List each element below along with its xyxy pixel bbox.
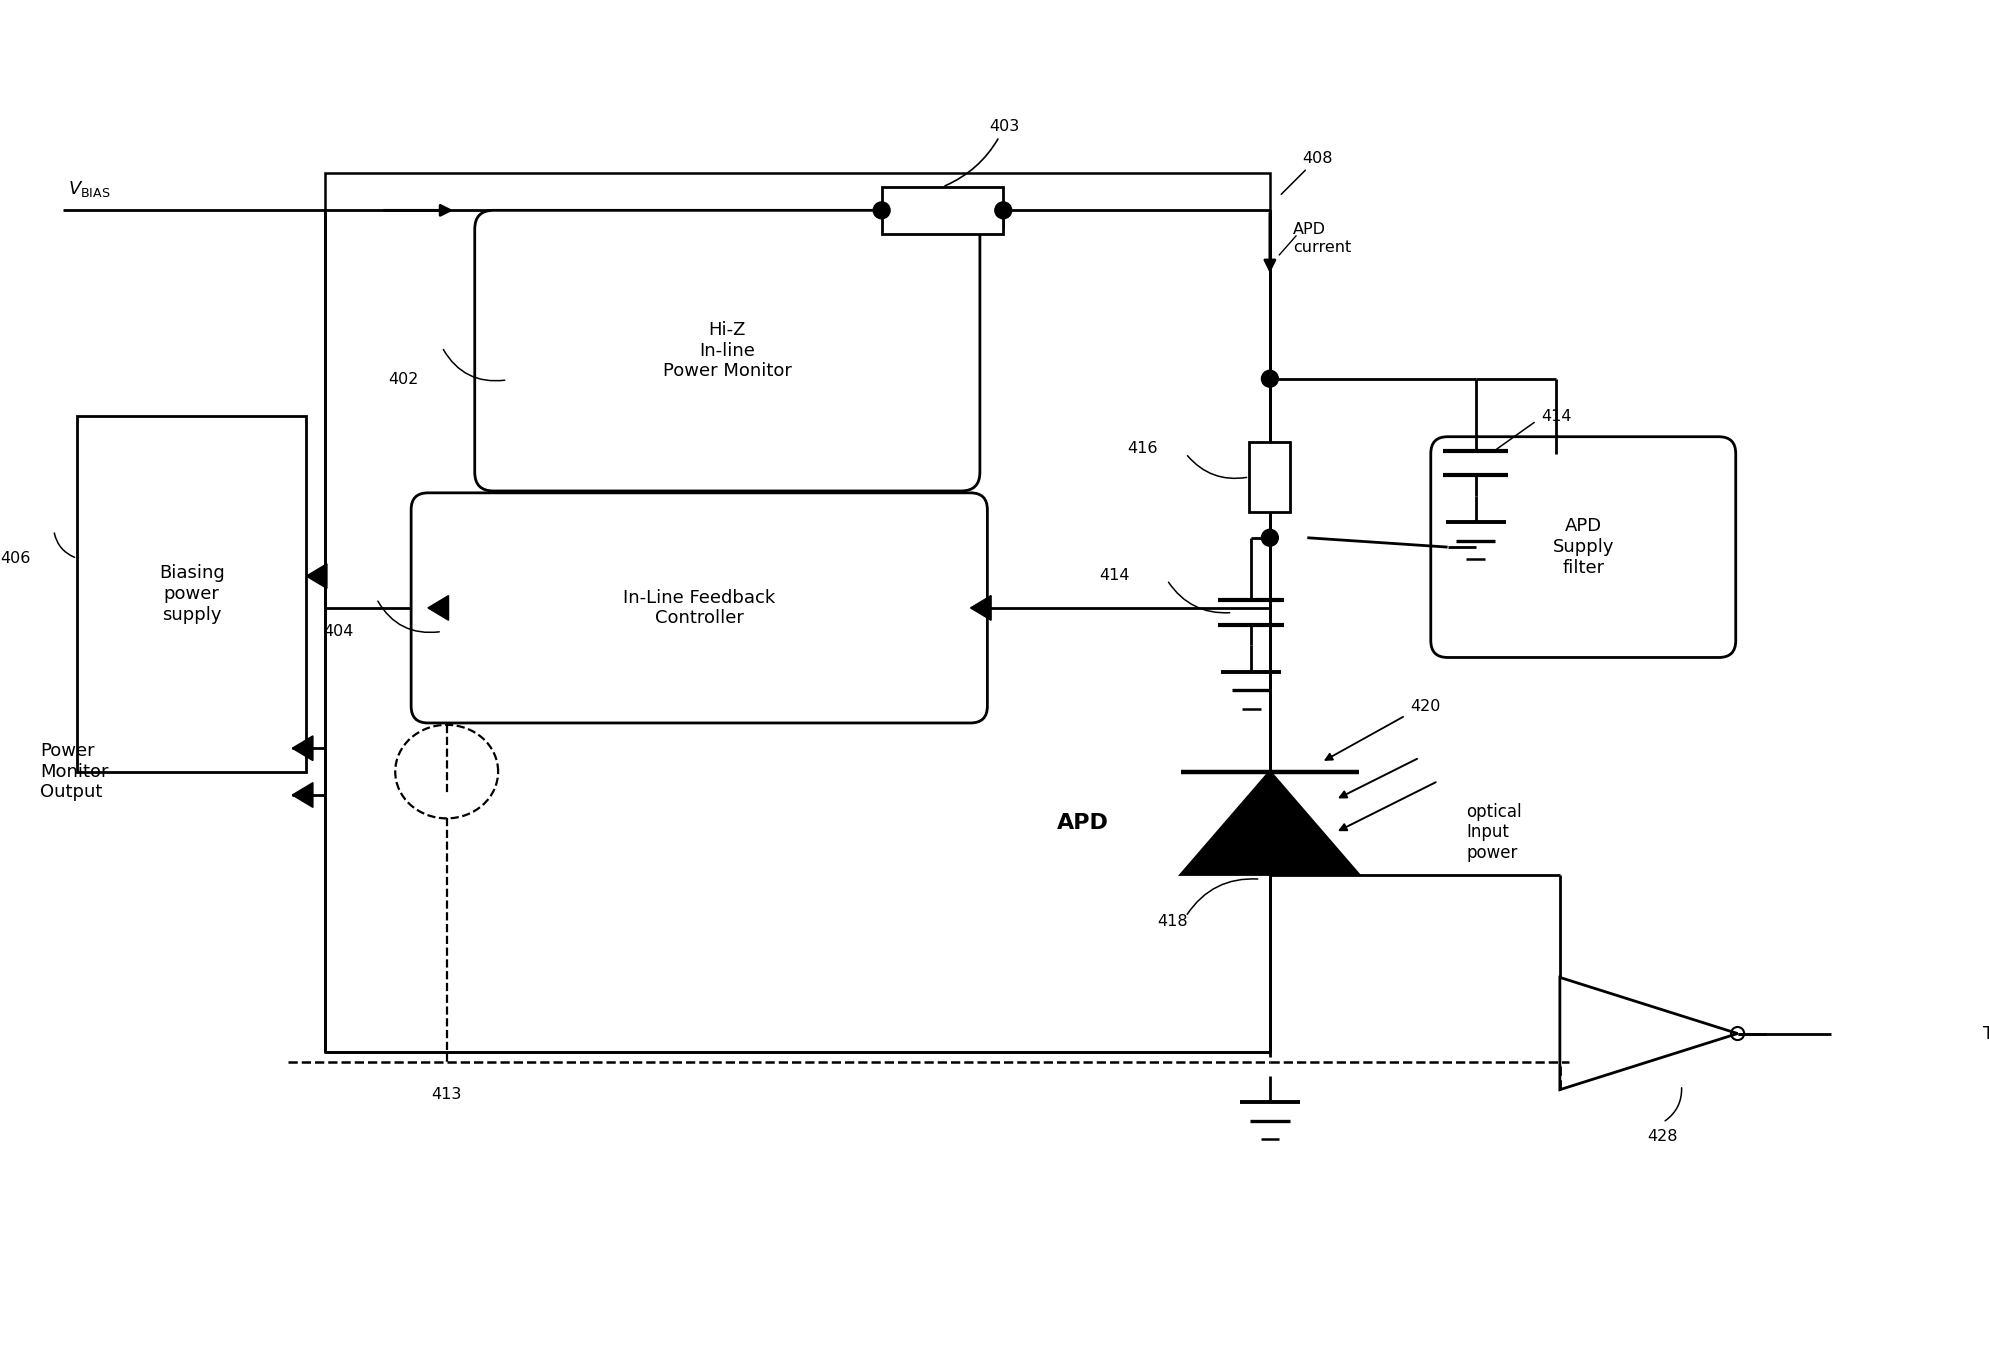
Circle shape xyxy=(873,202,891,219)
FancyBboxPatch shape xyxy=(1430,437,1736,657)
Text: APD: APD xyxy=(1056,813,1108,832)
Text: In-Line Feedback
Controller: In-Line Feedback Controller xyxy=(623,588,776,627)
Polygon shape xyxy=(292,782,312,808)
Text: 418: 418 xyxy=(1158,914,1187,929)
Bar xyxy=(1249,441,1291,512)
Text: APD
Supply
filter: APD Supply filter xyxy=(1553,517,1613,577)
Text: optical
Input
power: optical Input power xyxy=(1466,803,1522,862)
FancyBboxPatch shape xyxy=(412,493,987,722)
Text: 404: 404 xyxy=(322,623,354,640)
Polygon shape xyxy=(1181,771,1358,875)
Text: 402: 402 xyxy=(388,372,418,387)
Text: 414: 414 xyxy=(1541,409,1571,424)
Text: 403: 403 xyxy=(945,118,1020,186)
Polygon shape xyxy=(292,736,312,760)
Circle shape xyxy=(1261,371,1279,387)
Text: 414: 414 xyxy=(1100,568,1130,583)
Text: TIA: TIA xyxy=(1983,1024,1989,1043)
Text: Hi-Z
In-line
Power Monitor: Hi-Z In-line Power Monitor xyxy=(662,320,792,380)
Polygon shape xyxy=(428,596,450,621)
Text: 413: 413 xyxy=(432,1086,461,1101)
Bar xyxy=(78,416,306,771)
Text: 408: 408 xyxy=(1303,151,1333,167)
Circle shape xyxy=(1261,530,1279,546)
Text: 428: 428 xyxy=(1647,1128,1679,1143)
Polygon shape xyxy=(971,596,991,621)
Polygon shape xyxy=(306,564,326,588)
Bar xyxy=(881,187,1002,234)
Text: 420: 420 xyxy=(1410,698,1440,713)
Circle shape xyxy=(994,202,1012,219)
Text: 406: 406 xyxy=(0,551,30,566)
Text: 416: 416 xyxy=(1128,441,1158,456)
FancyBboxPatch shape xyxy=(475,210,981,492)
Text: APD
current: APD current xyxy=(1293,223,1351,254)
Text: Biasing
power
supply: Biasing power supply xyxy=(159,564,225,623)
Bar xyxy=(324,172,1269,1052)
Text: Power
Monitor
Output: Power Monitor Output xyxy=(40,741,107,801)
Text: $V_{\rm BIAS}$: $V_{\rm BIAS}$ xyxy=(68,179,111,200)
